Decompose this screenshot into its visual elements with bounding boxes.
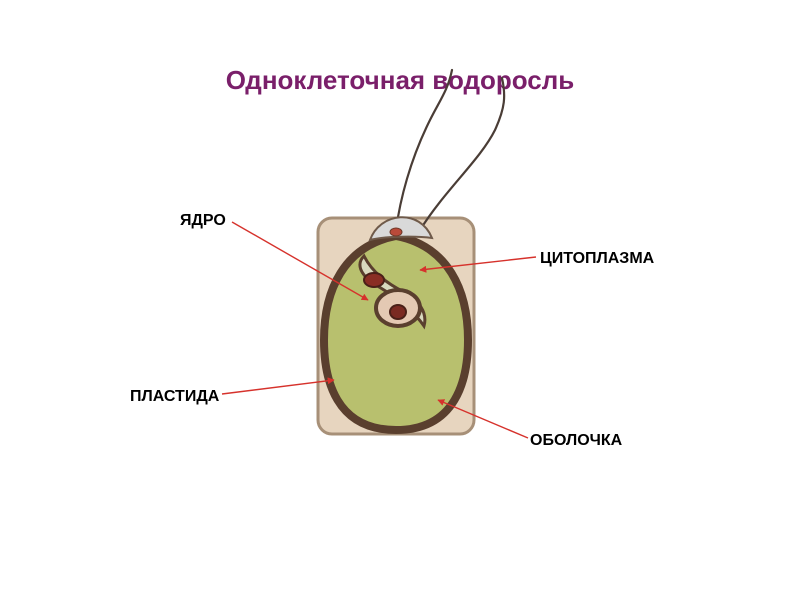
label-membrane: ОБОЛОЧКА [530, 432, 622, 450]
eyespot [390, 228, 402, 236]
flagellum-1 [396, 70, 452, 230]
label-plastid: ПЛАСТИДА [130, 388, 219, 406]
vacuole [364, 273, 384, 287]
label-nucleus: ЯДРО [180, 212, 226, 230]
cell-membrane [324, 236, 468, 430]
diagram-stage: Одноклеточная водоросль ЯДРО ПЛАСТИДА ЦИ… [0, 0, 800, 600]
diagram-svg [0, 0, 800, 600]
nucleolus [390, 305, 406, 319]
flagellum-2 [420, 78, 504, 230]
label-cytoplasm: ЦИТОПЛАЗМА [540, 250, 654, 268]
